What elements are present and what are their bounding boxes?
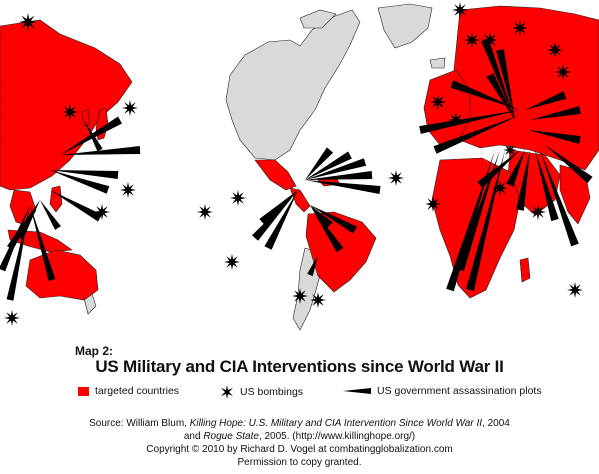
land-canadian-islands [299, 9, 337, 29]
bombing-starburst [512, 20, 528, 36]
assassination-wedge [310, 205, 357, 234]
source-end: , 2005. (http://www.killinghope.org/) [258, 431, 416, 442]
bombing-starburst [62, 104, 78, 120]
assassination-wedge [259, 190, 298, 225]
legend-assassinations-label: US government assassination plots [377, 385, 542, 397]
assassination-wedge [540, 150, 579, 247]
land-south-america [305, 211, 377, 293]
assassination-wedge [310, 205, 344, 253]
assassination-wedge [6, 205, 30, 301]
assassination-wedge [450, 80, 520, 110]
assassination-wedge [419, 110, 520, 134]
assassination-wedge [50, 190, 102, 222]
copyright-line: Copyright © 2010 by Richard D. Vogel at … [146, 444, 453, 455]
assassination-wedge [535, 150, 559, 222]
land-iceland [429, 57, 446, 69]
land-korea [81, 109, 91, 127]
assassination-wedge [84, 120, 103, 152]
legend-targeted-label: targeted countries [95, 385, 180, 397]
assassination-wedge [486, 73, 515, 120]
land-australia [25, 249, 99, 301]
legend-bombings: US bombings [220, 385, 303, 399]
source-line-2: and Rogue State, 2005. (http://www.killi… [0, 431, 599, 443]
bombing-markers [4, 2, 583, 326]
legend-targeted: targeted countries [78, 385, 179, 397]
bombing-starburst [530, 204, 546, 220]
land-mexico [254, 159, 297, 191]
assassination-wedge [307, 255, 318, 277]
assassination-wedge [305, 180, 381, 194]
assassination-wedge [433, 115, 520, 154]
assassination-wedge [481, 38, 515, 120]
bombing-starburst [503, 143, 517, 157]
bombing-starburst [4, 310, 20, 326]
wedge-icon [343, 388, 371, 394]
assassination-wedge [528, 130, 581, 144]
assassination-wedge [30, 205, 56, 281]
map-title: US Military and CIA Interventions since … [95, 357, 504, 376]
assassination-wedge [466, 150, 505, 291]
assassination-wedge [477, 150, 520, 188]
bombing-starburst [464, 32, 480, 48]
bombing-starburst [19, 13, 37, 31]
source-book1: Killing Hope: U.S. Military and CIA Inte… [189, 418, 483, 429]
assassination-wedge [545, 145, 593, 184]
land-philippines [49, 185, 63, 213]
assassination-wedge [264, 190, 298, 250]
land-north-america [225, 9, 361, 161]
assassination-wedge [50, 170, 119, 179]
bombing-starburst [292, 288, 308, 304]
land-madagascar [519, 257, 531, 283]
assassination-wedge [310, 205, 333, 228]
legend-assassinations: US government assassination plots [343, 385, 542, 397]
world-map [0, 2, 599, 331]
bombing-starburst [224, 254, 240, 270]
bombing-starburst [567, 282, 583, 298]
assassination-wedge [40, 200, 61, 230]
bombing-starburst [230, 190, 246, 206]
legend: targeted countries US bombings US govern… [78, 385, 578, 403]
assassination-wedge [446, 150, 495, 292]
assassination-wedge [305, 147, 334, 180]
source-prefix: Source: William Blum, [89, 418, 190, 429]
starburst-icon [221, 385, 233, 399]
bombing-starburst [555, 64, 571, 80]
assassination-wedge [496, 49, 515, 121]
bombing-starburst [122, 100, 138, 116]
land-greenland [377, 3, 433, 49]
assassination-wedge [516, 150, 530, 211]
red-square-icon [78, 386, 89, 396]
source-mid: , 2004 [482, 418, 510, 429]
map-number: Map 2: [75, 344, 114, 358]
assassination-wedge [525, 91, 567, 110]
assassination-wedge [252, 190, 298, 241]
bombing-starburst [425, 196, 441, 212]
assassination-wedge [0, 205, 30, 272]
assassination-wedge [530, 106, 581, 120]
assassination-wedge [60, 146, 141, 155]
bombing-starburst [120, 182, 136, 198]
source-line-1: Source: William Blum, Killing Hope: U.S.… [0, 418, 599, 430]
legend-bombings-label: US bombings [240, 386, 304, 398]
bombing-starburst [547, 42, 563, 58]
bombing-starburst [430, 94, 446, 110]
assassination-markers [0, 38, 593, 301]
assassination-wedge [305, 158, 367, 180]
land-central-america [289, 187, 311, 213]
bombing-starburst [388, 170, 404, 186]
assassination-wedge [506, 150, 525, 187]
bombing-starburst [197, 204, 213, 220]
assassination-wedge [305, 151, 352, 180]
permission-line: Permission to copy granted. [237, 457, 362, 468]
assassination-wedge [50, 170, 110, 194]
assassination-wedge [305, 171, 373, 180]
bombing-starburst [310, 292, 326, 308]
bombing-starburst [452, 2, 468, 18]
source-book2: Rogue State [203, 431, 259, 442]
source-and: and [183, 431, 204, 442]
